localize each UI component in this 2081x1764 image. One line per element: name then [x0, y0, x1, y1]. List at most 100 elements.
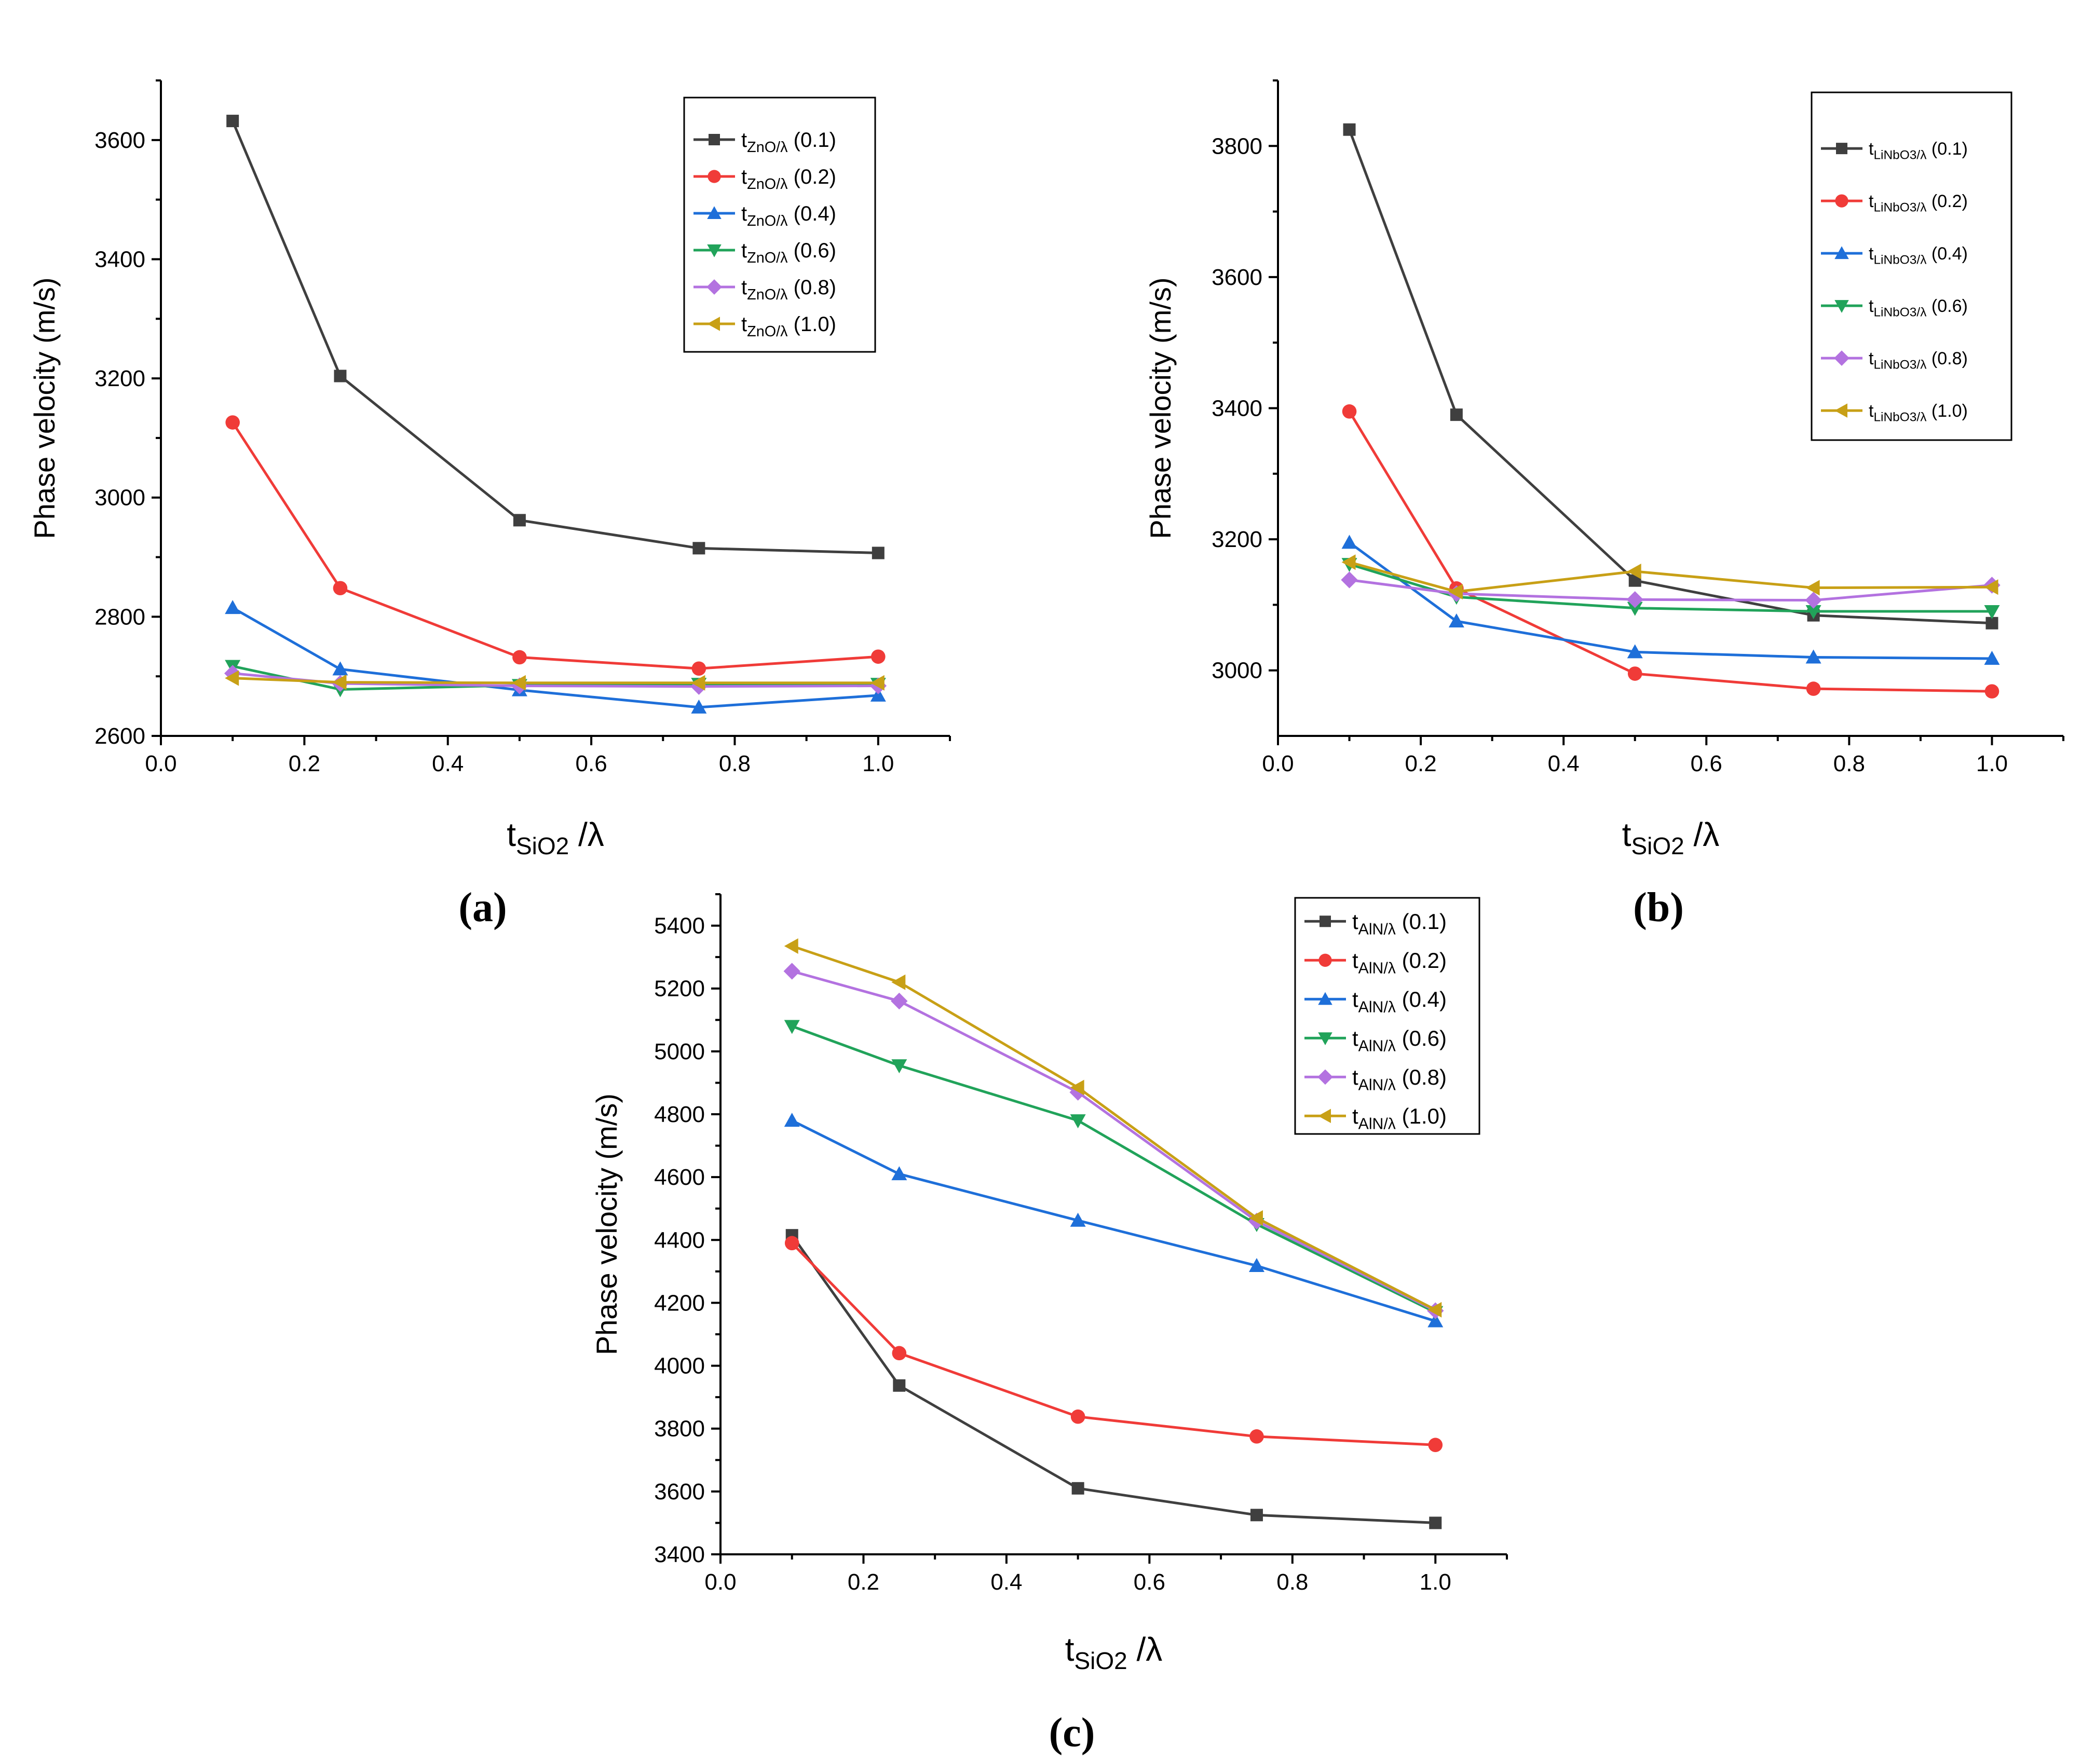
y-tick-label: 3800 [1212, 133, 1262, 159]
data-point-6 [1627, 563, 1641, 579]
data-point-1 [1450, 408, 1463, 421]
series-line-2 [1348, 411, 1992, 693]
y-tick-label: 3200 [94, 366, 145, 391]
data-point-1 [1429, 1516, 1442, 1529]
legend-label: tLiNbO3/λ (1.0) [1869, 401, 1968, 425]
data-point-6 [1805, 580, 1820, 596]
x-tick-label: 1.0 [1976, 751, 2008, 776]
data-point-1 [692, 542, 705, 555]
chart-panel-a: 0.0 0.2 0.4 0.6 0.8 1.0 2600 2800 3000 3200 3400 36… [28, 79, 951, 859]
data-point-3 [870, 687, 886, 702]
data-point-6 [332, 674, 347, 690]
y-tick-label: 4000 [654, 1353, 705, 1379]
data-point-3 [1805, 649, 1821, 664]
y-tick-label: 2800 [94, 604, 145, 630]
y-tick-label: 3600 [654, 1479, 705, 1505]
legend-label: tZnO/λ (0.8) [741, 276, 836, 303]
legend-marker [1318, 1109, 1331, 1124]
x-tick-label: 0.0 [704, 1569, 736, 1595]
data-point-3 [1248, 1257, 1264, 1272]
legend-label: tAlN/λ (0.1) [1352, 909, 1447, 938]
y-tick-label: 4400 [654, 1227, 705, 1253]
legend-label: tZnO/λ (0.1) [741, 129, 836, 156]
data-point-4 [1070, 1114, 1086, 1129]
data-point-1 [513, 514, 526, 527]
data-point-3 [1448, 613, 1464, 627]
legend-marker [1320, 915, 1331, 927]
legend-label: tAlN/λ (1.0) [1352, 1104, 1447, 1133]
data-point-6 [1341, 554, 1356, 570]
legend-marker [1834, 246, 1849, 259]
y-axis-title: Phase velocity (m/s) [590, 1093, 623, 1355]
y-axis-title: Phase velocity (m/s) [28, 277, 61, 539]
data-point-1 [872, 546, 885, 559]
data-point-2 [892, 1346, 907, 1361]
y-tick-label: 3000 [1212, 658, 1262, 683]
x-tick-label: 0.6 [576, 751, 607, 776]
y-tick-label: 5400 [654, 913, 705, 939]
legend-marker [706, 279, 722, 295]
data-point-4 [784, 1020, 800, 1034]
legend-marker [1834, 300, 1849, 313]
legend-marker [1318, 992, 1332, 1005]
legend: tLiNbO3/λ (0.1) tLiNbO3/λ (0.2) tLiNbO3/λ … [1811, 91, 2012, 441]
data-point-2 [512, 650, 527, 665]
data-point-1 [1250, 1509, 1263, 1522]
x-tick-label: 0.8 [719, 751, 751, 776]
x-tick-label: 0.4 [432, 751, 464, 776]
data-point-2 [1342, 404, 1357, 419]
data-point-6 [891, 974, 906, 990]
data-point-2 [1984, 684, 2000, 699]
data-point-4 [1984, 605, 2000, 620]
chart-panel-b: 0.0 0.2 0.4 0.6 0.8 1.0 3000 3200 3400 3600 3800 Ph… [1144, 79, 2064, 859]
x-tick-label: 0.8 [1833, 751, 1865, 776]
data-point-6 [511, 675, 526, 691]
data-point-6 [691, 675, 705, 691]
x-tick-label: 0.0 [1262, 751, 1294, 776]
legend-label: tAlN/λ (0.6) [1352, 1026, 1447, 1055]
x-tick-label: 0.8 [1276, 1569, 1308, 1595]
data-point-6 [1448, 584, 1463, 600]
legend-label: tLiNbO3/λ (0.4) [1869, 244, 1968, 267]
data-point-5 [1341, 571, 1358, 589]
chart-panel-c: 0.0 0.2 0.4 0.6 0.8 1.0 3400 3600 3800 4000 4200 44… [590, 893, 1508, 1674]
data-point-1 [893, 1379, 906, 1392]
x-tick-label: 0.0 [145, 751, 176, 776]
data-point-3 [891, 1166, 907, 1181]
data-point-5 [1805, 592, 1822, 609]
legend-marker [1318, 1032, 1332, 1046]
data-point-2 [691, 661, 706, 676]
data-point-2 [1249, 1429, 1264, 1444]
data-point-3 [691, 699, 707, 714]
data-point-2 [784, 1236, 799, 1251]
y-tick-label: 4200 [654, 1290, 705, 1316]
data-point-2 [333, 581, 348, 596]
data-point-1 [1071, 1482, 1084, 1495]
y-tick-label: 3400 [94, 247, 145, 272]
y-tick-label: 5200 [654, 976, 705, 1002]
data-point-4 [891, 1059, 907, 1074]
y-tick-label: 3600 [1212, 265, 1262, 290]
data-point-2 [1806, 681, 1821, 696]
y-tick-label: 3400 [1212, 396, 1262, 421]
x-tick-label: 0.6 [1691, 751, 1722, 776]
x-axis-title: tSiO2 /λ [1065, 1631, 1163, 1674]
x-tick-label: 0.2 [289, 751, 320, 776]
y-tick-label: 3600 [94, 128, 145, 153]
legend: tAlN/λ (0.1) tAlN/λ (0.2) tAlN/λ (0.4) tAlN… [1294, 897, 1480, 1135]
x-tick-label: 0.4 [990, 1569, 1022, 1595]
data-point-5 [891, 992, 908, 1010]
legend-marker [1317, 1069, 1333, 1085]
legend-label: tZnO/λ (0.6) [741, 239, 836, 266]
series-line-2 [232, 421, 878, 670]
legend-marker [1836, 143, 1847, 155]
data-point-4 [1805, 605, 1821, 620]
data-point-6 [784, 938, 798, 954]
legend-label: tLiNbO3/λ (0.1) [1869, 139, 1968, 162]
legend-label: tLiNbO3/λ (0.6) [1869, 296, 1968, 320]
x-axis-title: tSiO2 /λ [1622, 816, 1720, 859]
data-point-3 [1341, 535, 1357, 549]
data-point-3 [332, 661, 348, 676]
legend-marker [1834, 403, 1847, 418]
legend-marker [707, 244, 722, 257]
